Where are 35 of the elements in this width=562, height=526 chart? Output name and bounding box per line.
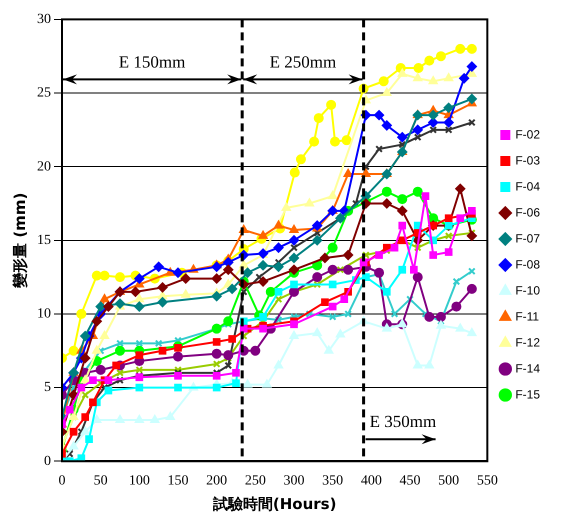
x-tick-label: 450 [399,473,420,488]
legend-label: F-12 [515,335,540,350]
x-tick-label: 350 [322,473,344,488]
legend-label: F-04 [515,179,540,194]
x-tick-label: 100 [128,473,150,488]
annotation: E 350mm [370,412,436,432]
x-tick-label: 0 [58,473,66,488]
x-tick-label: 150 [168,473,188,488]
legend-label: F-08 [515,257,540,272]
y-tick-label: 25 [37,86,51,101]
y-tick-label: 0 [44,454,51,469]
y-tick-label: 15 [37,232,51,248]
legend-label: F-03 [515,153,540,168]
x-tick-label: 400 [360,473,382,488]
x-axis-title: 試驗時間(Hours) [212,494,336,513]
y-tick-label: 30 [37,12,51,28]
y-axis-title: 變形量 (mm) [10,192,29,288]
x-tick-label: 550 [476,473,498,488]
legend-label: F-11 [515,309,540,324]
legend-label: F-14 [515,361,540,376]
x-tick-label: 250 [244,473,266,488]
legend-label: F-15 [515,387,540,402]
x-tick-label: 500 [438,473,460,488]
x-tick-label: 200 [206,473,228,488]
legend-label: F-06 [515,205,540,220]
y-tick-label: 20 [37,159,51,174]
x-tick-label: 300 [283,473,304,488]
y-tick-label: 10 [37,306,51,322]
annotation: E 150mm [118,52,186,72]
annotation: E 250mm [270,52,336,72]
y-tick-label: 5 [44,380,51,396]
x-tick-label: 50 [94,473,108,488]
legend-label: F-10 [515,283,540,298]
legend-label: F-07 [515,231,540,246]
legend-label: F-02 [515,127,540,142]
